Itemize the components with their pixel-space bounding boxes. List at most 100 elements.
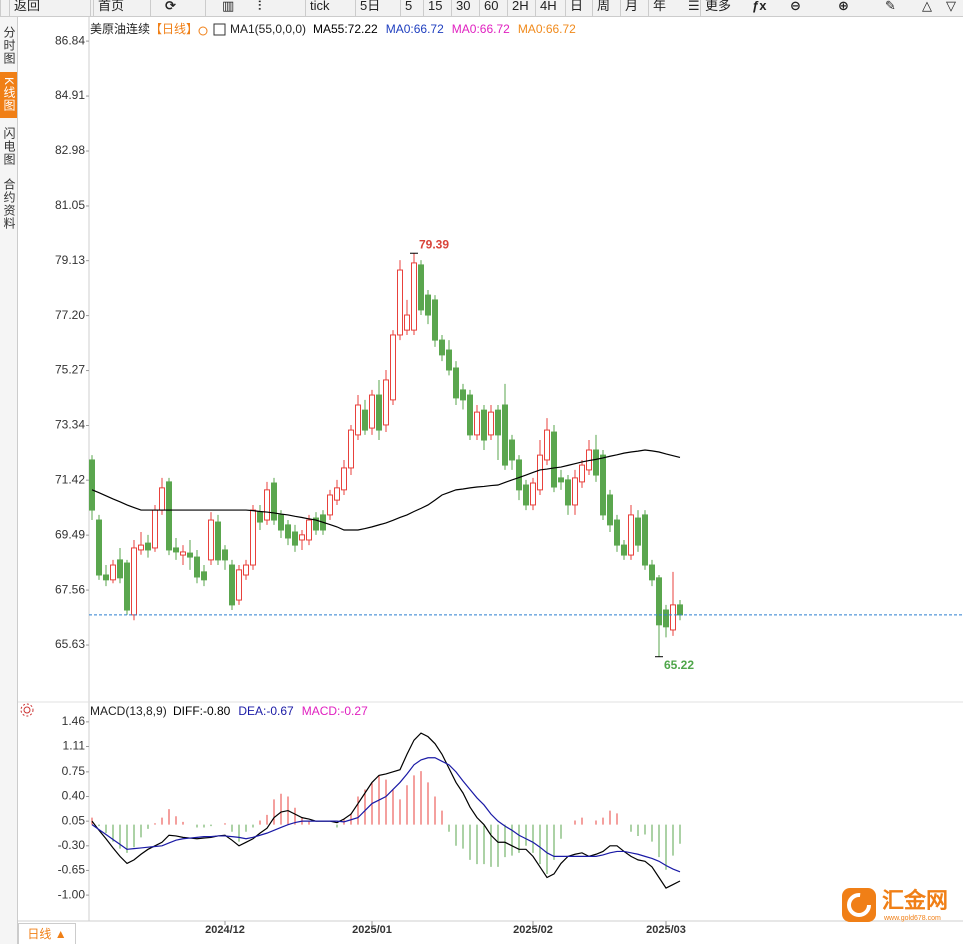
toolbar-separator — [0, 0, 1, 16]
candle-body — [341, 467, 347, 491]
toolbar-button[interactable]: 更多 — [705, 0, 732, 13]
y-tick-label: 71.42 — [55, 472, 85, 486]
y-tick-label: 65.63 — [55, 637, 85, 651]
candle-body — [131, 547, 137, 616]
candle-body — [285, 524, 291, 539]
candle-body — [418, 264, 424, 311]
period-label: 【日线】 — [150, 22, 198, 36]
toolbar-separator — [90, 0, 91, 16]
y-tick-label: 0.75 — [62, 764, 86, 778]
toolbar-button[interactable]: tick — [310, 0, 330, 13]
candle-body — [138, 544, 144, 551]
candle-body — [110, 564, 116, 581]
toolbar-button[interactable]: 返回 — [14, 0, 41, 13]
toolbar: 返回 首页 tick 5日 5 15 30 60 2H 4H 日周 月 年 更多 ⟳ ▥ ⫶ ☰ ƒx ⊖ ⊕ ✎ △ ▽ — [0, 0, 963, 17]
candle-body — [663, 609, 669, 628]
toolbar-icon[interactable]: ▽ — [946, 0, 956, 13]
toolbar-button[interactable]: 首页 — [98, 0, 125, 13]
candle-body — [649, 564, 655, 581]
candle-body — [159, 487, 165, 511]
legend-entry: MA0:66.72 — [518, 22, 576, 36]
toolbar-icon[interactable]: ▥ — [222, 0, 235, 13]
toolbar-button[interactable]: 30 — [456, 0, 471, 13]
y-tick-label: 81.05 — [55, 198, 85, 212]
toolbar-separator — [93, 0, 94, 16]
candle-body — [530, 482, 536, 506]
toolbar-button[interactable]: 2H — [512, 0, 529, 13]
candle-body — [271, 482, 277, 521]
candle-body — [628, 514, 634, 556]
x-tick-label: 2025/03 — [646, 924, 686, 936]
toolbar-button[interactable]: 年 — [653, 0, 667, 13]
candle-body — [264, 489, 270, 521]
toolbar-button[interactable]: 60 — [484, 0, 499, 13]
toolbar-separator — [535, 0, 536, 16]
toolbar-button[interactable]: 日 — [570, 0, 584, 13]
candle-body — [488, 411, 494, 436]
candle-body — [383, 379, 389, 426]
candle-body — [516, 459, 522, 491]
toolbar-icon[interactable]: ⊕ — [838, 0, 849, 13]
toolbar-icon[interactable]: ⊖ — [790, 0, 801, 13]
high-label: 79.39 — [419, 237, 449, 251]
toolbar-separator — [648, 0, 649, 16]
toolbar-separator — [9, 0, 10, 16]
x-tick-label: 2024/12 — [205, 924, 245, 936]
indicator-icon[interactable] — [213, 23, 226, 36]
candle-body — [425, 294, 431, 316]
candle-body — [369, 394, 375, 429]
candle-body — [446, 349, 452, 371]
toolbar-icon[interactable]: △ — [922, 0, 932, 13]
toolbar-icon[interactable]: ƒx — [752, 0, 767, 13]
candle-body — [306, 519, 312, 541]
y-tick-label: 77.20 — [55, 308, 85, 322]
toolbar-button[interactable]: 5 — [405, 0, 413, 13]
candle-body — [677, 604, 683, 616]
candle-body — [180, 551, 186, 556]
candle-body — [579, 464, 585, 483]
candle-body — [656, 577, 662, 626]
toolbar-button[interactable]: 4H — [540, 0, 557, 13]
candle-body — [243, 564, 249, 576]
candle-body — [390, 334, 396, 401]
candle-body — [376, 394, 382, 431]
settings-icon[interactable] — [198, 26, 208, 36]
candle-body — [572, 477, 578, 506]
x-tick-label: 2025/02 — [513, 924, 553, 936]
candle-body — [551, 431, 557, 488]
period-tab[interactable]: 日线 ▲ — [18, 923, 76, 944]
side-tab[interactable]: K线图 — [0, 72, 17, 118]
legend-entry: DIFF:-0.80 — [173, 704, 231, 718]
chart-title: 美原油连续 — [90, 21, 150, 36]
candle-body — [194, 556, 200, 578]
side-tab[interactable]: 分时图 — [2, 25, 16, 65]
candle-body — [187, 552, 193, 558]
toolbar-button[interactable]: 月 — [625, 0, 639, 13]
toolbar-button[interactable]: 15 — [428, 0, 443, 13]
macd-icon[interactable] — [20, 703, 34, 717]
candle-body — [411, 262, 417, 331]
y-tick-label: 73.34 — [55, 418, 85, 432]
y-tick-label: -0.30 — [58, 838, 86, 852]
side-tab[interactable]: 闪电图 — [2, 126, 16, 166]
candle-body — [124, 562, 130, 611]
watermark: 汇金网 www.gold678.com — [842, 888, 948, 922]
candle-body — [236, 569, 242, 601]
candle-body — [355, 404, 361, 436]
y-tick-label: 86.84 — [55, 33, 85, 47]
candle-body — [404, 314, 410, 331]
toolbar-separator — [700, 0, 701, 16]
side-tab[interactable]: 合约资料 — [2, 178, 16, 230]
legend-entry: MA0:66.72 — [452, 22, 510, 36]
toolbar-icon[interactable]: ☰ — [688, 0, 700, 13]
toolbar-icon[interactable]: ✎ — [885, 0, 896, 13]
toolbar-button[interactable]: 5日 — [360, 0, 381, 13]
toolbar-button[interactable]: 周 — [597, 0, 611, 13]
y-tick-label: 79.13 — [55, 253, 85, 267]
toolbar-separator — [592, 0, 593, 16]
candles — [89, 253, 683, 657]
toolbar-icon[interactable]: ⟳ — [165, 0, 176, 13]
toolbar-icon[interactable]: ⫶ — [258, 0, 262, 13]
